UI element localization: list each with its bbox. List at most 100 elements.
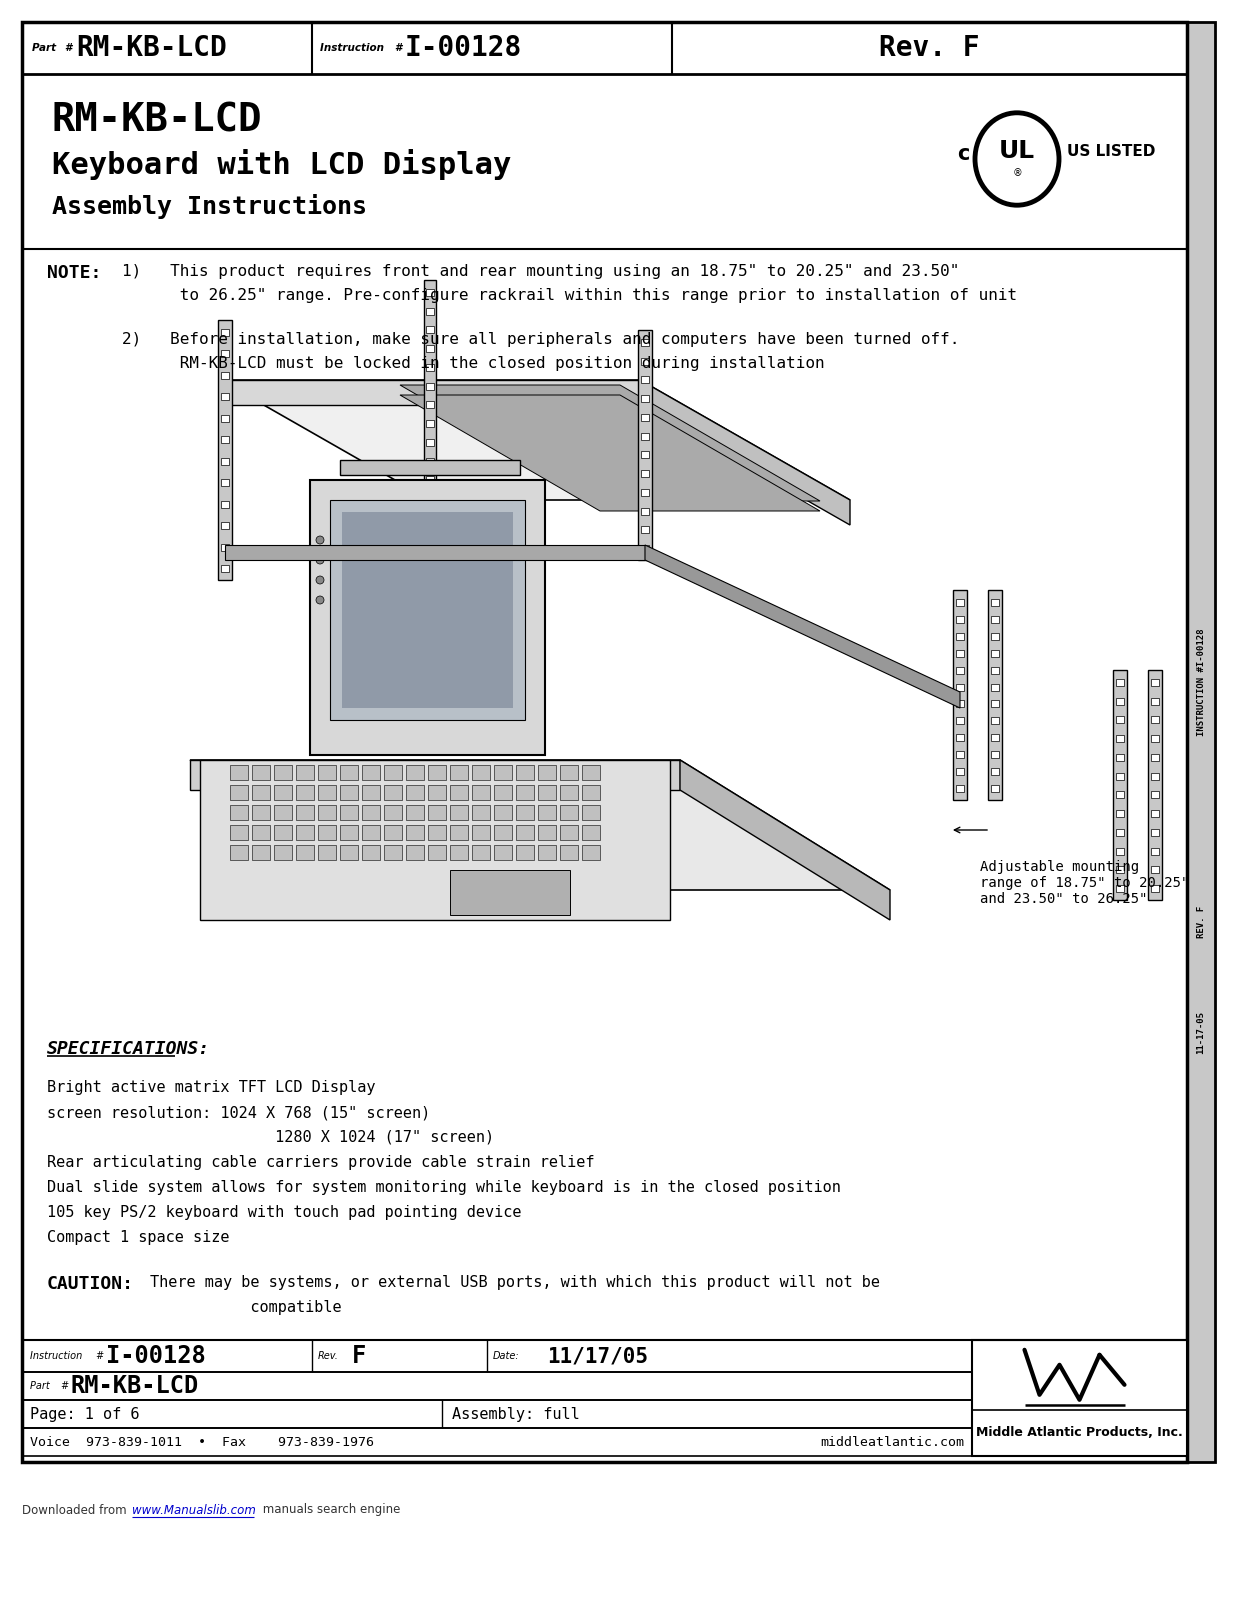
Bar bbox=[318, 845, 336, 861]
Bar bbox=[426, 346, 434, 352]
Text: Adjustable mounting
range of 18.75" to 20.25"
and 23.50" to 26.25": Adjustable mounting range of 18.75" to 2… bbox=[980, 861, 1189, 906]
Text: Voice  973-839-1011  •  Fax    973-839-1976: Voice 973-839-1011 • Fax 973-839-1976 bbox=[30, 1435, 374, 1448]
Bar bbox=[340, 765, 357, 781]
Polygon shape bbox=[330, 499, 524, 720]
Bar bbox=[221, 330, 229, 336]
Bar bbox=[426, 494, 434, 502]
Polygon shape bbox=[680, 760, 889, 920]
Bar bbox=[450, 826, 468, 840]
Text: Part: Part bbox=[32, 43, 59, 53]
Bar bbox=[1150, 792, 1159, 798]
Text: RM-KB-LCD: RM-KB-LCD bbox=[75, 34, 226, 62]
Bar bbox=[340, 805, 357, 819]
Bar bbox=[641, 526, 649, 533]
Bar bbox=[340, 786, 357, 800]
Bar bbox=[1150, 698, 1159, 704]
Bar bbox=[22, 1371, 972, 1400]
Bar bbox=[956, 683, 964, 691]
Text: RM-KB-LCD must be locked in the closed position during installation: RM-KB-LCD must be locked in the closed p… bbox=[122, 357, 825, 371]
Polygon shape bbox=[190, 760, 680, 790]
Bar bbox=[22, 1341, 972, 1371]
Bar bbox=[296, 765, 314, 781]
Bar bbox=[538, 786, 555, 800]
Bar bbox=[1150, 773, 1159, 779]
Text: Keyboard with LCD Display: Keyboard with LCD Display bbox=[52, 149, 511, 179]
Bar bbox=[1116, 678, 1124, 686]
Text: c: c bbox=[956, 144, 969, 165]
Bar bbox=[956, 768, 964, 774]
Bar bbox=[252, 786, 270, 800]
Bar bbox=[956, 717, 964, 725]
Bar bbox=[1150, 829, 1159, 835]
Bar bbox=[230, 805, 247, 819]
Bar bbox=[991, 667, 999, 674]
Circle shape bbox=[315, 557, 324, 565]
Polygon shape bbox=[400, 395, 820, 510]
Text: #: # bbox=[95, 1350, 103, 1362]
Bar bbox=[473, 765, 490, 781]
Bar bbox=[296, 805, 314, 819]
Bar bbox=[275, 826, 292, 840]
Text: 1280 X 1024 (17" screen): 1280 X 1024 (17" screen) bbox=[47, 1130, 494, 1146]
Text: Date:: Date: bbox=[494, 1350, 520, 1362]
Bar bbox=[991, 683, 999, 691]
Bar bbox=[641, 470, 649, 477]
Bar bbox=[1150, 717, 1159, 723]
Text: screen resolution: 1024 X 768 (15" screen): screen resolution: 1024 X 768 (15" scree… bbox=[47, 1106, 430, 1120]
Bar bbox=[494, 786, 512, 800]
Bar bbox=[450, 786, 468, 800]
Bar bbox=[991, 634, 999, 640]
Bar bbox=[1150, 885, 1159, 893]
Bar bbox=[1116, 754, 1124, 762]
Bar bbox=[494, 765, 512, 781]
Bar bbox=[991, 616, 999, 622]
Text: #: # bbox=[395, 43, 401, 53]
Bar bbox=[275, 786, 292, 800]
Bar bbox=[450, 845, 468, 861]
Bar bbox=[991, 598, 999, 606]
Bar bbox=[473, 845, 490, 861]
Bar bbox=[641, 507, 649, 515]
Bar bbox=[952, 590, 967, 800]
Bar bbox=[538, 765, 555, 781]
Bar bbox=[473, 826, 490, 840]
Text: INSTRUCTION #I-00128: INSTRUCTION #I-00128 bbox=[1196, 629, 1206, 736]
Bar bbox=[426, 290, 434, 296]
Bar bbox=[1188, 22, 1215, 1462]
Bar bbox=[956, 750, 964, 758]
Bar bbox=[221, 371, 229, 379]
Text: Compact 1 space size: Compact 1 space size bbox=[47, 1230, 230, 1245]
Polygon shape bbox=[640, 379, 850, 525]
Bar bbox=[383, 805, 402, 819]
Text: manuals search engine: manuals search engine bbox=[259, 1504, 401, 1517]
Bar bbox=[340, 845, 357, 861]
Text: RM-KB-LCD: RM-KB-LCD bbox=[52, 102, 262, 141]
Text: SPECIFICATIONS:: SPECIFICATIONS: bbox=[47, 1040, 210, 1058]
Bar bbox=[1113, 670, 1127, 899]
Polygon shape bbox=[190, 760, 889, 890]
Circle shape bbox=[315, 536, 324, 544]
Text: Assembly Instructions: Assembly Instructions bbox=[52, 194, 367, 219]
Text: CAUTION:: CAUTION: bbox=[47, 1275, 134, 1293]
Text: I-00128: I-00128 bbox=[106, 1344, 205, 1368]
Bar bbox=[581, 845, 600, 861]
Text: 105 key PS/2 keyboard with touch pad pointing device: 105 key PS/2 keyboard with touch pad poi… bbox=[47, 1205, 522, 1219]
Bar bbox=[991, 786, 999, 792]
Bar bbox=[426, 477, 434, 483]
Bar bbox=[991, 701, 999, 707]
Bar bbox=[1116, 734, 1124, 742]
Bar bbox=[1116, 698, 1124, 704]
Bar bbox=[641, 451, 649, 458]
Bar bbox=[426, 458, 434, 464]
Bar bbox=[1116, 792, 1124, 798]
Polygon shape bbox=[225, 546, 644, 560]
Text: www.Manualslib.com: www.Manualslib.com bbox=[132, 1504, 256, 1517]
Bar bbox=[252, 805, 270, 819]
Bar bbox=[221, 478, 229, 486]
Bar bbox=[428, 826, 447, 840]
Bar bbox=[1150, 754, 1159, 762]
Text: Page: 1 of 6: Page: 1 of 6 bbox=[30, 1406, 140, 1421]
Text: Middle Atlantic Products, Inc.: Middle Atlantic Products, Inc. bbox=[976, 1426, 1183, 1440]
Bar bbox=[991, 734, 999, 741]
Bar bbox=[638, 330, 652, 560]
